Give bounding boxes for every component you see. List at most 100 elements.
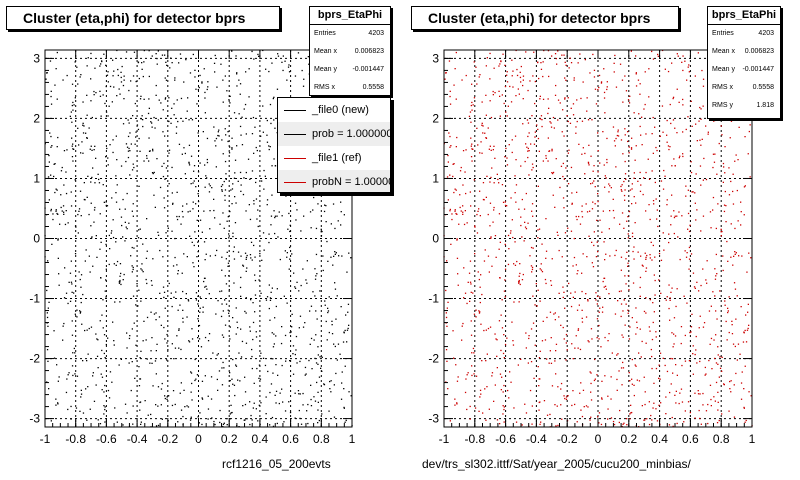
chart0-data-point — [70, 281, 73, 283]
chart1-data-point — [702, 78, 705, 80]
chart1-data-point — [684, 250, 686, 252]
chart1-data-point — [522, 273, 524, 276]
chart0-data-point — [54, 191, 56, 194]
chart0-data-point — [250, 241, 253, 243]
chart0-data-point — [235, 202, 237, 204]
chart1-data-point — [717, 409, 719, 411]
chart1-data-point — [454, 68, 456, 70]
chart1-data-point — [625, 178, 627, 180]
chart0-data-point — [199, 307, 201, 309]
chart0-data-point — [288, 212, 290, 215]
chart1-data-point — [635, 145, 637, 147]
chart0-data-point — [140, 95, 142, 97]
chart0-data-point — [157, 405, 159, 407]
chart1-data-point — [486, 175, 488, 177]
chart0-data-point — [121, 65, 123, 68]
chart0-data-point — [84, 260, 86, 262]
chart0-data-point — [194, 76, 196, 78]
chart1-data-point — [700, 118, 702, 120]
chart1-data-point — [601, 380, 603, 382]
chart0-data-point — [141, 263, 143, 265]
chart0-data-point — [198, 338, 201, 340]
chart0-data-point — [107, 71, 109, 73]
chart0-data-point — [146, 218, 148, 220]
chart1-data-point — [489, 100, 491, 102]
chart0-data-point — [220, 63, 222, 65]
chart0-data-point — [127, 135, 130, 138]
chart1-data-point — [448, 132, 450, 134]
chart1-data-point — [709, 211, 712, 213]
chart1-data-point — [628, 146, 630, 148]
chart0-data-point — [235, 365, 238, 367]
chart1-data-point — [549, 413, 551, 416]
chart1-data-point — [478, 312, 481, 314]
chart1-data-point — [531, 163, 534, 165]
chart0-data-point — [230, 189, 232, 191]
chart0-data-point — [174, 403, 176, 406]
chart0-data-point — [340, 211, 342, 213]
chart0-data-point — [139, 98, 142, 100]
chart1-data-point — [732, 264, 734, 266]
chart1-data-point — [494, 157, 496, 159]
chart0-data-point — [263, 249, 265, 251]
chart0-data-point — [192, 201, 194, 203]
chart0-data-point — [153, 194, 155, 196]
chart1-data-point — [714, 153, 716, 155]
chart0-data-point — [250, 414, 252, 417]
chart0-data-point — [206, 137, 209, 140]
chart0-data-point — [161, 165, 163, 167]
chart0-data-point — [256, 367, 258, 370]
chart0-data-point — [162, 131, 164, 133]
chart1-data-point — [519, 71, 521, 73]
chart0-data-point — [269, 146, 271, 148]
chart0-data-point — [224, 199, 226, 201]
chart0-data-point — [104, 421, 106, 423]
chart1-data-point — [562, 296, 564, 299]
chart1-data-point — [663, 249, 665, 251]
chart0-data-point — [224, 128, 226, 130]
chart0-data-point — [104, 357, 106, 359]
chart0-data-point — [291, 313, 293, 315]
chart0-data-point — [328, 410, 330, 412]
chart0-data-point — [268, 241, 270, 244]
chart1-data-point — [469, 111, 472, 113]
chart1-data-point — [609, 185, 611, 187]
chart1-data-point — [567, 227, 569, 229]
chart0-x-tick-label: 0 — [195, 432, 202, 446]
chart1-data-point — [570, 292, 572, 294]
chart1-data-point — [717, 203, 719, 205]
chart1-data-point — [722, 162, 725, 165]
chart0-data-point — [191, 338, 194, 340]
chart0-data-point — [82, 122, 84, 124]
chart0-data-point — [327, 310, 330, 312]
chart1-data-point — [512, 236, 514, 239]
chart1-data-point — [690, 100, 692, 102]
chart1-data-point — [602, 280, 604, 283]
chart1-data-point — [487, 327, 490, 330]
chart1-data-point — [492, 90, 494, 93]
chart0-data-point — [155, 373, 157, 375]
chart0-data-point — [89, 271, 91, 273]
chart0-data-point — [253, 382, 255, 384]
chart1-data-point — [571, 202, 573, 204]
chart0-data-point — [231, 137, 233, 139]
legend-line-ref — [284, 157, 306, 159]
chart0-data-point — [103, 334, 106, 336]
chart0-data-point — [201, 380, 204, 382]
chart0-data-point — [83, 198, 85, 201]
chart0-data-point — [71, 365, 74, 367]
chart0-data-point — [276, 88, 279, 90]
chart0-data-point — [235, 55, 237, 57]
chart0-data-point — [197, 416, 199, 418]
chart1-data-point — [697, 52, 699, 54]
chart1-data-point — [477, 210, 479, 212]
chart1-data-point — [513, 301, 515, 303]
chart0-data-point — [108, 397, 111, 399]
chart0-data-point — [135, 131, 137, 133]
chart0-data-point — [221, 384, 224, 386]
chart1-x-tick-label: -0.6 — [495, 432, 516, 446]
chart0-data-point — [165, 232, 167, 234]
chart0-data-point — [309, 343, 311, 345]
chart0-data-point — [82, 101, 84, 103]
chart1-data-point — [481, 152, 483, 154]
